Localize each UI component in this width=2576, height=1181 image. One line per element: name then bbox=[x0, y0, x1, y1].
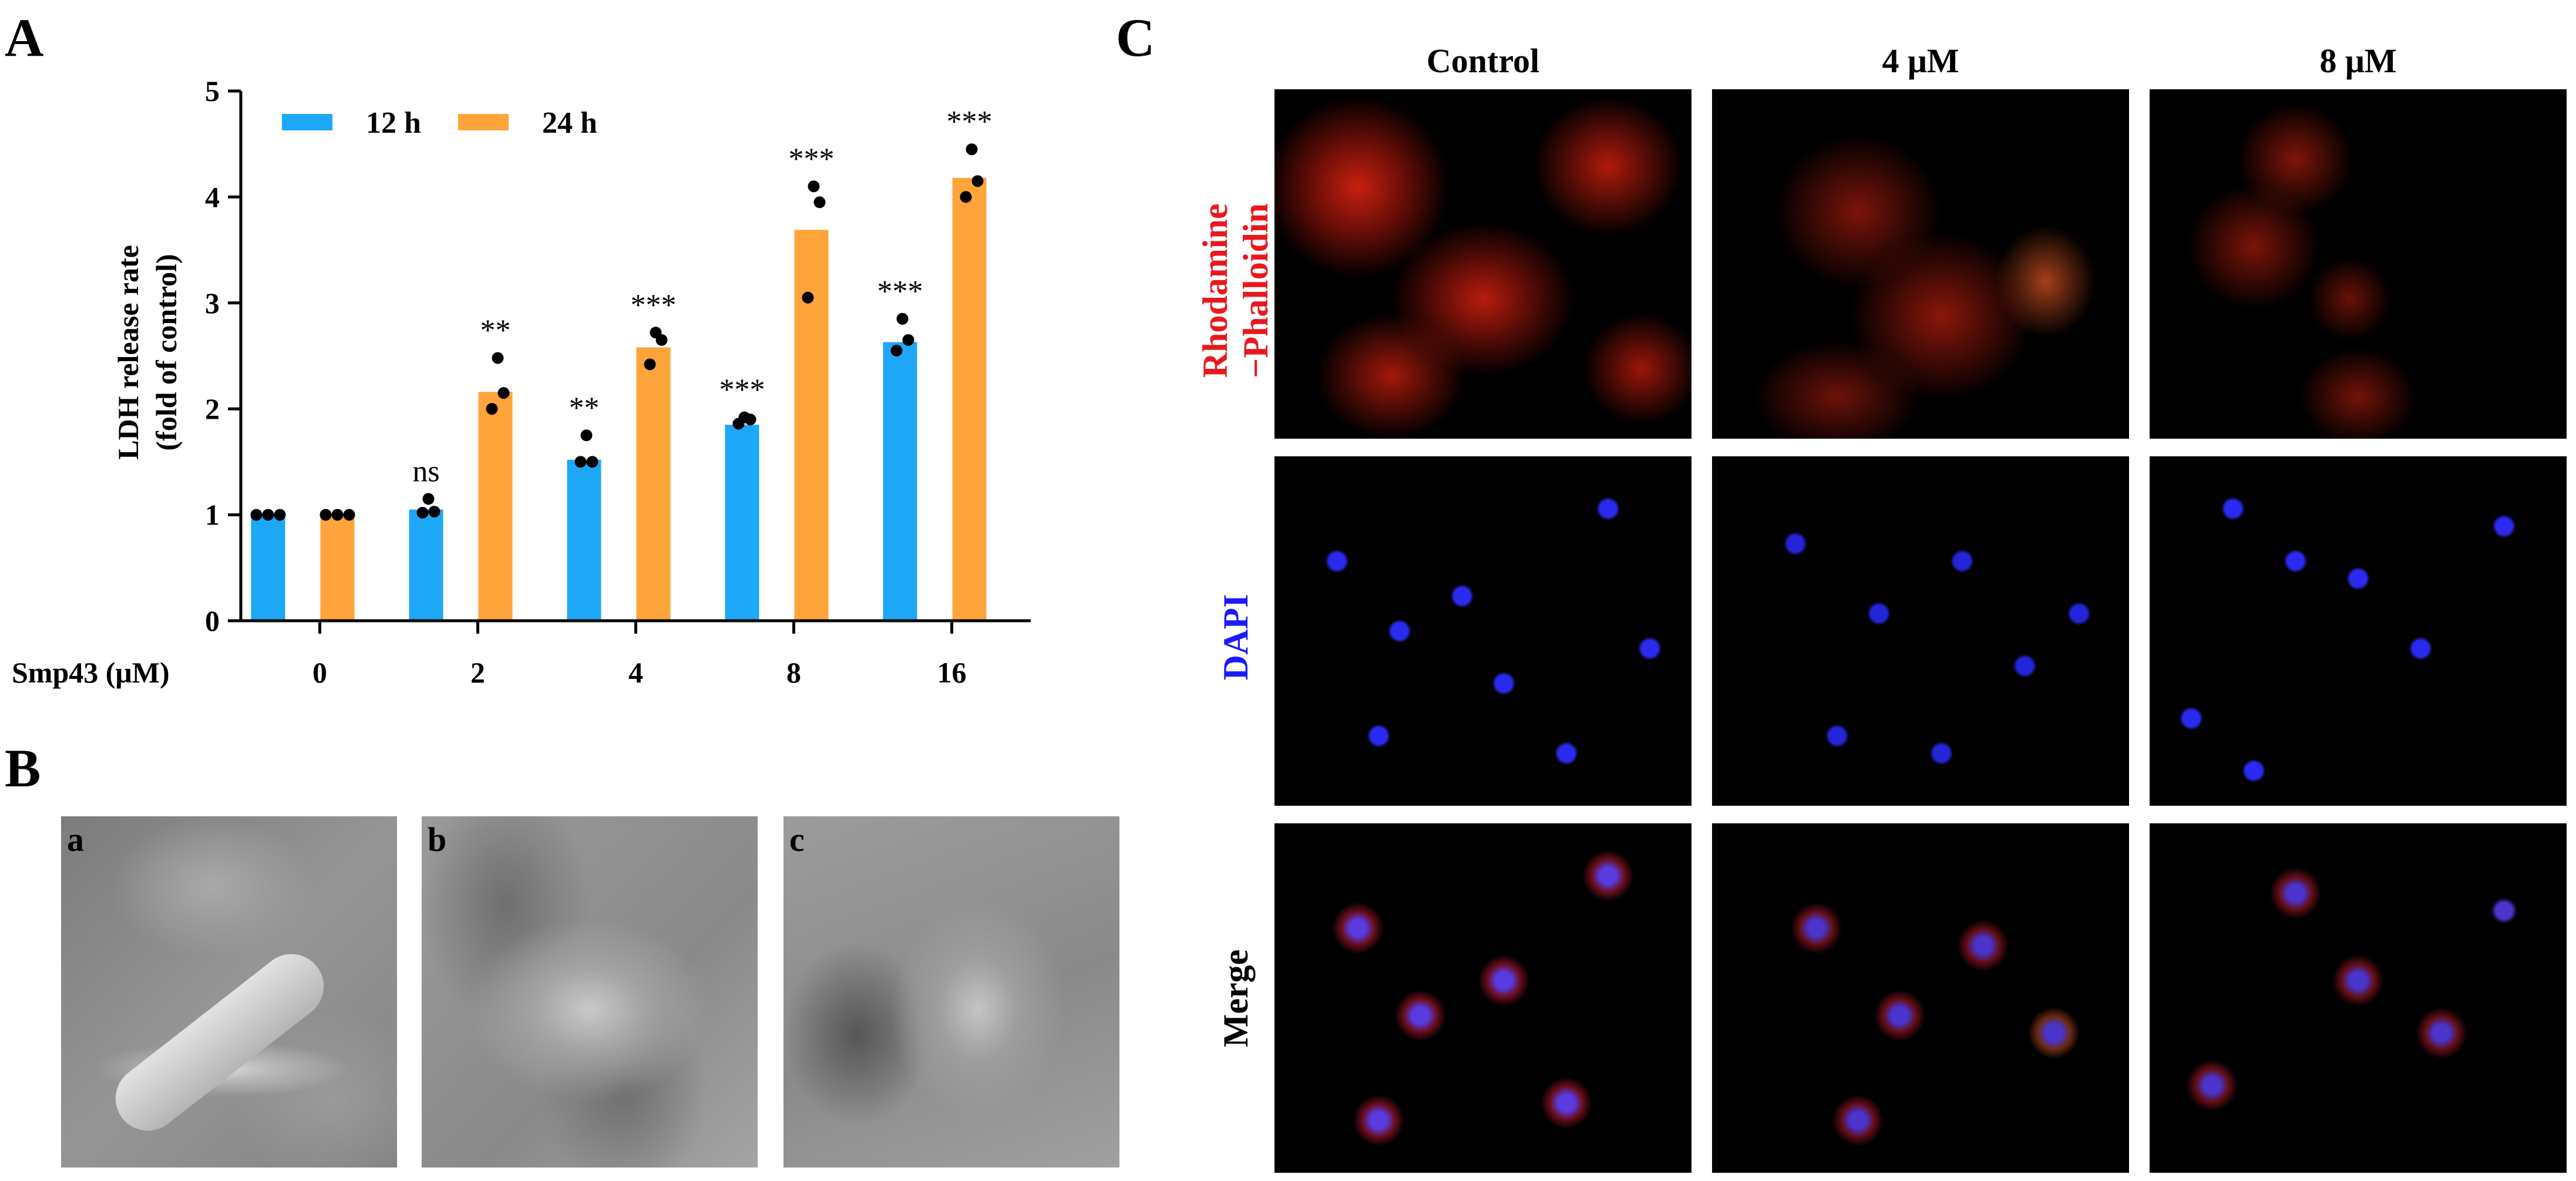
fluorescence-image-merge-control bbox=[1274, 823, 1691, 1173]
legend-swatch bbox=[458, 114, 509, 130]
data-point bbox=[320, 509, 332, 521]
data-point bbox=[586, 456, 598, 468]
bar-12h-16 bbox=[883, 342, 917, 621]
data-point bbox=[497, 387, 510, 399]
fluorescence-image-dapi-control bbox=[1274, 456, 1691, 806]
data-point bbox=[808, 180, 820, 193]
bar-12h-8 bbox=[725, 425, 759, 621]
data-point bbox=[250, 509, 263, 521]
panel-letter-a: A bbox=[5, 8, 44, 68]
significance-label: *** bbox=[947, 105, 993, 139]
y-axis-label-line1: LDH release rate bbox=[112, 245, 144, 460]
row-label-dapi-line1: DAPI bbox=[1216, 594, 1255, 681]
column-title-8um: 8 μM bbox=[2319, 42, 2397, 80]
row-label-dapi: DAPI bbox=[1216, 564, 1263, 711]
y-tick-label: 1 bbox=[205, 499, 220, 531]
fluorescence-image-dapi-8um bbox=[2150, 456, 2567, 806]
data-point bbox=[580, 429, 593, 442]
x-tick-label: 0 bbox=[312, 656, 327, 689]
significance-label: *** bbox=[719, 374, 765, 407]
significance-label: ns bbox=[412, 455, 439, 489]
data-point bbox=[644, 358, 656, 371]
row-label-rhodamine-line1: Rhodamine bbox=[1196, 203, 1235, 378]
bar-12h-0 bbox=[251, 514, 285, 621]
data-point bbox=[331, 509, 344, 521]
row-label-merge-line1: Merge bbox=[1216, 949, 1255, 1048]
column-title-4um: 4 μM bbox=[1882, 42, 1959, 80]
row-label-merge: Merge bbox=[1216, 910, 1263, 1086]
y-axis-label-line2: (fold of control) bbox=[150, 254, 183, 450]
sem-cell-a bbox=[102, 941, 337, 1144]
data-point bbox=[813, 196, 826, 208]
bar-24h-2 bbox=[478, 392, 513, 621]
data-point bbox=[738, 411, 751, 423]
bar-24h-8 bbox=[794, 230, 829, 621]
x-axis-label: Smp43 (μM) bbox=[12, 656, 170, 689]
significance-label: *** bbox=[877, 275, 923, 308]
data-point bbox=[422, 493, 435, 505]
row-label-rhodamine-line2: −Phalloidin bbox=[1236, 203, 1275, 378]
column-title-control: Control bbox=[1426, 42, 1540, 80]
fluorescence-image-rhodamine-control bbox=[1274, 89, 1691, 439]
sem-image-a: a bbox=[61, 816, 397, 1167]
legend-label: 12 h bbox=[366, 106, 421, 140]
x-tick-label: 4 bbox=[628, 656, 643, 689]
bar-24h-16 bbox=[952, 177, 987, 621]
bar-12h-2 bbox=[409, 509, 443, 621]
significance-label: ** bbox=[569, 391, 600, 425]
fluorescence-image-merge-4um bbox=[1712, 823, 2129, 1173]
legend-swatch bbox=[282, 114, 332, 130]
fluorescence-image-merge-8um bbox=[2150, 823, 2567, 1173]
panel-letter-b: B bbox=[5, 738, 41, 798]
significance-label: *** bbox=[789, 142, 835, 176]
sem-image-b: b bbox=[422, 816, 758, 1167]
y-tick-label: 3 bbox=[205, 287, 220, 319]
x-tick-label: 16 bbox=[937, 656, 967, 689]
data-point bbox=[896, 312, 909, 325]
data-point bbox=[274, 509, 286, 521]
data-point bbox=[343, 509, 355, 521]
y-tick-label: 4 bbox=[205, 180, 220, 213]
data-point bbox=[802, 291, 814, 304]
data-point bbox=[890, 344, 903, 356]
significance-label: ** bbox=[480, 314, 511, 348]
data-point bbox=[650, 327, 662, 339]
data-point bbox=[428, 506, 440, 518]
data-point bbox=[966, 143, 978, 156]
data-point bbox=[971, 175, 984, 187]
x-tick-label: 2 bbox=[470, 656, 485, 689]
fluorescence-image-dapi-4um bbox=[1712, 456, 2129, 806]
data-point bbox=[486, 403, 498, 415]
data-point bbox=[262, 509, 274, 521]
y-tick-label: 5 bbox=[205, 75, 220, 107]
fluorescence-image-rhodamine-4um bbox=[1712, 89, 2129, 439]
x-tick-label: 8 bbox=[786, 656, 801, 689]
y-tick-label: 0 bbox=[205, 604, 220, 637]
bar-12h-4 bbox=[567, 459, 601, 621]
significance-label: *** bbox=[631, 288, 677, 322]
row-label-rhodamine: Rhodamine −Phalloidin bbox=[1195, 126, 1283, 455]
sem-label-a: a bbox=[67, 820, 84, 859]
legend-label: 24 h bbox=[542, 106, 597, 140]
data-point bbox=[902, 334, 914, 346]
bar-24h-0 bbox=[320, 514, 355, 621]
panel-letter-c: C bbox=[1116, 8, 1155, 68]
bar-24h-4 bbox=[636, 347, 671, 621]
data-point bbox=[574, 456, 587, 468]
fluorescence-image-rhodamine-8um bbox=[2150, 89, 2567, 439]
sem-label-b: b bbox=[428, 820, 447, 859]
data-point bbox=[960, 191, 972, 203]
y-tick-label: 2 bbox=[205, 392, 220, 425]
data-point bbox=[416, 506, 429, 519]
sem-label-c: c bbox=[789, 820, 805, 859]
sem-image-c: c bbox=[783, 816, 1119, 1167]
data-point bbox=[492, 352, 504, 364]
